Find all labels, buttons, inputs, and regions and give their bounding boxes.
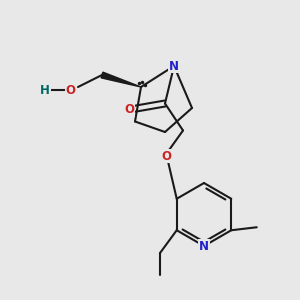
Text: O: O: [124, 103, 134, 116]
Text: N: N: [169, 59, 179, 73]
Text: N: N: [199, 239, 209, 253]
Text: H: H: [40, 83, 50, 97]
Text: O: O: [161, 149, 172, 163]
Polygon shape: [101, 72, 141, 87]
Text: O: O: [65, 83, 76, 97]
